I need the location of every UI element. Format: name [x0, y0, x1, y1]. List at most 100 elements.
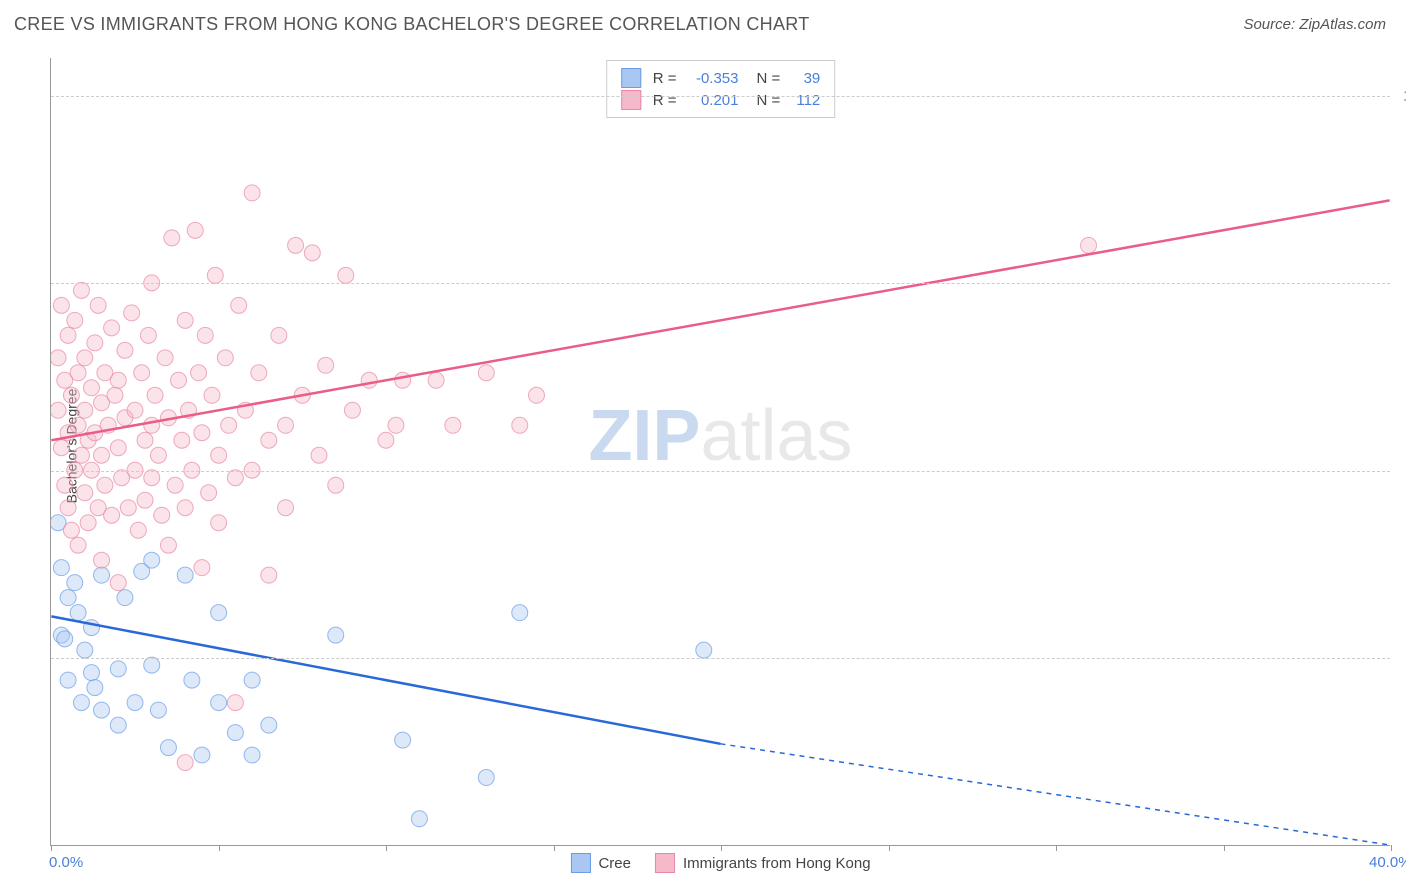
data-point [244, 747, 260, 763]
data-point [94, 567, 110, 583]
data-point [328, 477, 344, 493]
data-point [67, 312, 83, 328]
data-point [201, 485, 217, 501]
x-tick [889, 845, 890, 851]
data-point [445, 417, 461, 433]
data-point [478, 770, 494, 786]
data-point [194, 425, 210, 441]
data-point [227, 695, 243, 711]
data-point [73, 447, 89, 463]
data-point [63, 522, 79, 538]
trend-line [51, 200, 1389, 440]
stat-n-value: 39 [790, 70, 820, 87]
data-point [160, 740, 176, 756]
data-point [278, 500, 294, 516]
data-point [194, 560, 210, 576]
data-point [512, 605, 528, 621]
data-point [271, 327, 287, 343]
data-point [211, 515, 227, 531]
data-point [144, 470, 160, 486]
data-point [388, 417, 404, 433]
data-point [261, 567, 277, 583]
data-point [87, 680, 103, 696]
data-point [221, 417, 237, 433]
data-point [84, 665, 100, 681]
data-point [174, 432, 190, 448]
data-point [53, 440, 69, 456]
data-point [97, 477, 113, 493]
gridline [51, 658, 1390, 659]
data-point [60, 590, 76, 606]
legend-series: Cree Immigrants from Hong Kong [570, 853, 870, 873]
legend-stats: R =-0.353N =39R =0.201N =112 [606, 60, 836, 118]
data-point [261, 432, 277, 448]
x-tick [721, 845, 722, 851]
data-point [110, 440, 126, 456]
stat-n-label: N = [757, 92, 781, 109]
data-point [217, 350, 233, 366]
data-point [187, 222, 203, 238]
gridline [51, 283, 1390, 284]
x-tick [219, 845, 220, 851]
data-point [77, 485, 93, 501]
data-point [150, 702, 166, 718]
data-point [104, 320, 120, 336]
stat-n-label: N = [757, 70, 781, 87]
data-point [211, 695, 227, 711]
data-point [147, 387, 163, 403]
data-point [478, 365, 494, 381]
data-point [84, 380, 100, 396]
data-point [70, 365, 86, 381]
data-point [696, 642, 712, 658]
data-point [244, 672, 260, 688]
legend-series-label: Cree [598, 855, 631, 872]
source-label: Source: ZipAtlas.com [1243, 16, 1386, 33]
data-point [137, 432, 153, 448]
legend-series-label: Immigrants from Hong Kong [683, 855, 871, 872]
data-point [288, 237, 304, 253]
data-point [177, 755, 193, 771]
data-point [63, 387, 79, 403]
data-point [318, 357, 334, 373]
data-point [177, 312, 193, 328]
data-point [197, 327, 213, 343]
legend-swatch [621, 68, 641, 88]
x-tick [386, 845, 387, 851]
stat-r-label: R = [653, 70, 677, 87]
data-point [361, 372, 377, 388]
gridline [51, 471, 1390, 472]
data-point [117, 342, 133, 358]
data-point [53, 560, 69, 576]
legend-swatch [621, 90, 641, 110]
data-point [57, 631, 73, 647]
data-point [338, 267, 354, 283]
data-point [57, 477, 73, 493]
data-point [344, 402, 360, 418]
x-tick [1224, 845, 1225, 851]
data-point [110, 372, 126, 388]
data-point [94, 702, 110, 718]
data-point [94, 447, 110, 463]
x-tick [51, 845, 52, 851]
data-point [164, 230, 180, 246]
data-point [94, 552, 110, 568]
data-point [251, 365, 267, 381]
data-point [211, 447, 227, 463]
data-point [90, 297, 106, 313]
data-point [110, 717, 126, 733]
data-point [428, 372, 444, 388]
trend-line-dashed [721, 744, 1390, 845]
data-point [157, 350, 173, 366]
data-point [77, 402, 93, 418]
data-point [395, 372, 411, 388]
data-point [160, 537, 176, 553]
stat-n-value: 112 [790, 92, 820, 109]
data-point [378, 432, 394, 448]
data-point [67, 575, 83, 591]
data-point [60, 672, 76, 688]
legend-stat-row: R =-0.353N =39 [621, 67, 821, 89]
data-point [311, 447, 327, 463]
x-tick [554, 845, 555, 851]
data-point [177, 567, 193, 583]
data-point [130, 522, 146, 538]
